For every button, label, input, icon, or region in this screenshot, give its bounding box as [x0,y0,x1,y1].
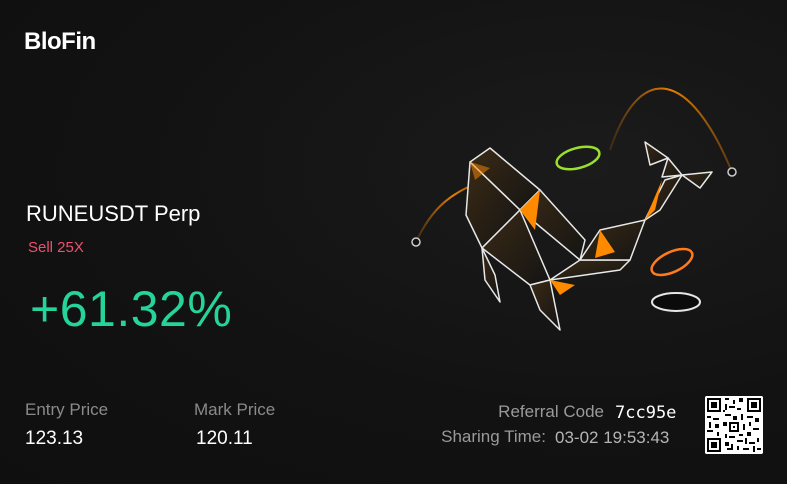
whale-illustration-icon [411,87,737,331]
pnl-percent: +61.32% [30,281,233,337]
referral-code-label: Referral Code [498,402,604,421]
brand-logo: BloFin [24,28,96,55]
sharing-time-value: 03-02 19:53:43 [555,428,670,447]
entry-price-value: 123.13 [25,428,84,449]
qr-code-icon[interactable] [705,396,763,454]
mark-price-label: Mark Price [194,400,276,419]
position-side: Sell 25X [28,239,84,256]
sharing-time-label: Sharing Time: [441,427,546,446]
entry-price-label: Entry Price [25,400,109,419]
mark-price-value: 120.11 [196,428,253,449]
trading-pair: RUNEUSDT Perp [26,201,201,226]
referral-code-value: 7cc95e [615,403,677,423]
